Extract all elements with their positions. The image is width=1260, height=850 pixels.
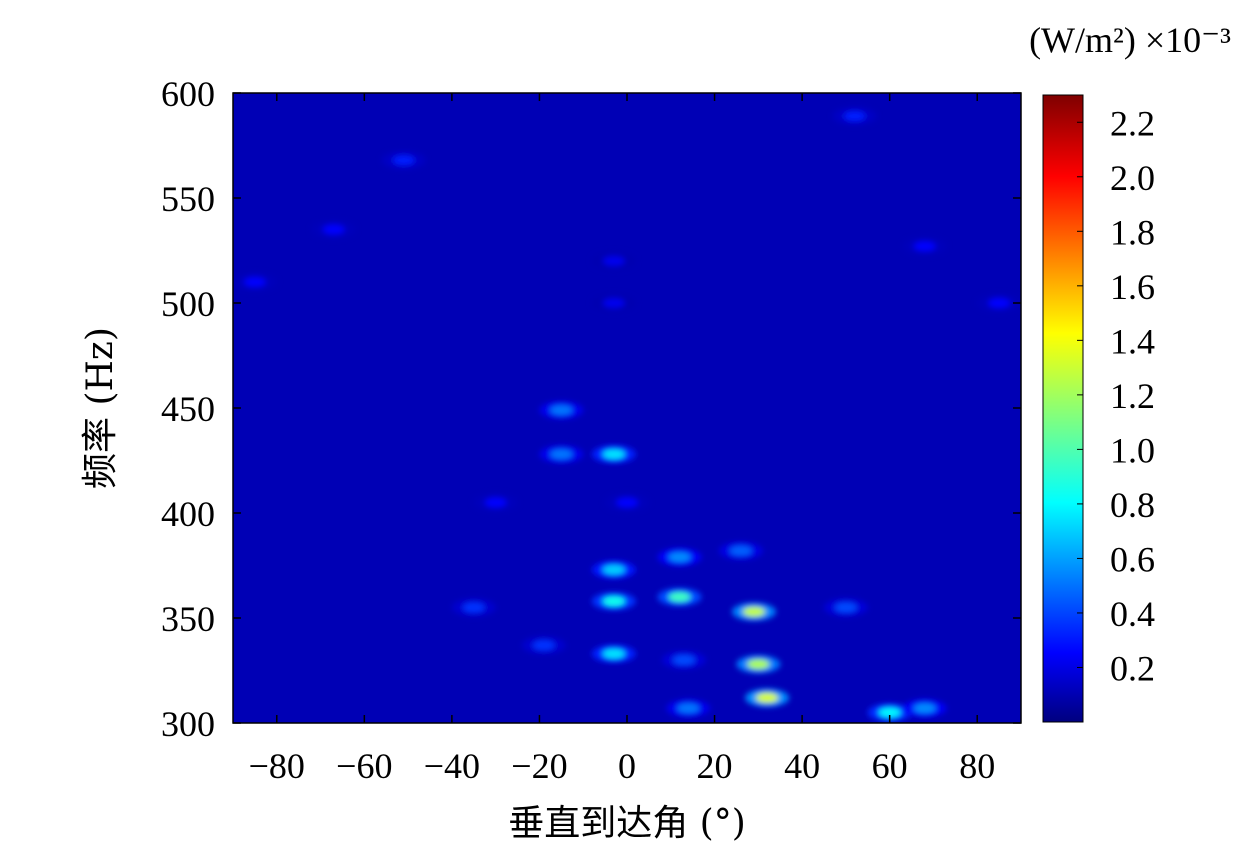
x-tick-label: 20 xyxy=(697,746,733,786)
heatmap-cell xyxy=(602,596,625,607)
x-tick-label: 0 xyxy=(618,746,636,786)
heatmap-cell xyxy=(729,545,752,556)
heatmap-cell xyxy=(462,602,485,613)
heatmap-cell xyxy=(392,155,415,166)
heatmap-cell xyxy=(602,449,625,460)
x-tick-label: −40 xyxy=(424,746,480,786)
heatmap-cell xyxy=(602,564,625,575)
y-axis: 300 350 400 450 500 550 600 xyxy=(161,74,1021,744)
heatmap-cell xyxy=(550,405,573,416)
colorbar-axis: 0.2 0.4 0.6 0.8 1.0 1.2 1.4 1.6 1.8 2.0 2.2 xyxy=(1077,103,1155,688)
heatmap-cell xyxy=(913,241,936,252)
heatmap-cell xyxy=(913,703,936,714)
y-tick-label: 400 xyxy=(161,494,215,534)
x-tick-label: 60 xyxy=(872,746,908,786)
heatmap-cell xyxy=(243,277,266,287)
x-axis: −80 −60 −40 −20 0 20 40 60 80 xyxy=(249,93,995,786)
heatmap-cell xyxy=(602,298,625,308)
y-tick-label: 600 xyxy=(161,74,215,114)
colorbar-tick-label: 2.2 xyxy=(1110,103,1155,143)
heatmap-cell xyxy=(322,224,345,235)
x-tick-label: −60 xyxy=(336,746,392,786)
x-tick-label: −80 xyxy=(249,746,305,786)
heatmap-cell xyxy=(616,497,638,508)
heatmap-cell xyxy=(668,552,691,563)
heatmap-cell xyxy=(878,707,901,718)
colorbar-tick-label: 2.0 xyxy=(1110,158,1155,198)
y-axis-label: 频率 (Hz) xyxy=(80,327,121,489)
colorbar-tick-label: 0.8 xyxy=(1110,485,1155,525)
heatmap-cell xyxy=(677,703,700,714)
y-tick-label: 300 xyxy=(161,704,215,744)
heatmap-cell xyxy=(484,497,507,508)
colorbar-tick-label: 1.8 xyxy=(1110,212,1155,252)
colorbar-tick-label: 1.6 xyxy=(1110,267,1155,307)
colorbar xyxy=(1042,94,1084,723)
heatmap-cell xyxy=(602,648,625,659)
colorbar-label: (W/m²) ×10⁻³ xyxy=(1029,20,1231,60)
colorbar-tick-label: 0.2 xyxy=(1110,648,1155,688)
x-tick-label: 80 xyxy=(959,746,995,786)
heatmap-background xyxy=(233,93,1021,723)
colorbar-tick-label: 0.6 xyxy=(1110,539,1155,579)
heatmap-cell xyxy=(532,640,555,651)
heatmap-cell xyxy=(843,111,866,122)
heatmap-cell xyxy=(756,692,779,703)
x-tick-label: 40 xyxy=(784,746,820,786)
colorbar-tick-label: 1.0 xyxy=(1110,430,1155,470)
colorbar-tick-label: 0.4 xyxy=(1110,594,1155,634)
plot-area xyxy=(233,93,1021,723)
heatmap-cell xyxy=(834,602,857,613)
heatmap-cell xyxy=(742,606,765,617)
x-axis-label: 垂直到达角 (°) xyxy=(508,803,746,844)
heatmap-cell xyxy=(988,298,1011,308)
heatmap-cell xyxy=(668,592,691,602)
y-tick-label: 450 xyxy=(161,389,215,429)
colorbar-tick-label: 1.4 xyxy=(1110,321,1155,361)
colorbar-tick-label: 1.2 xyxy=(1110,376,1155,416)
heatmap-cell xyxy=(602,256,625,266)
y-tick-label: 500 xyxy=(161,284,215,324)
y-tick-label: 550 xyxy=(161,179,215,219)
heatmap-cell xyxy=(672,655,695,665)
x-tick-label: −20 xyxy=(511,746,567,786)
y-tick-label: 350 xyxy=(161,599,215,639)
heatmap-cell xyxy=(550,449,573,460)
heatmap-cell xyxy=(747,659,770,670)
